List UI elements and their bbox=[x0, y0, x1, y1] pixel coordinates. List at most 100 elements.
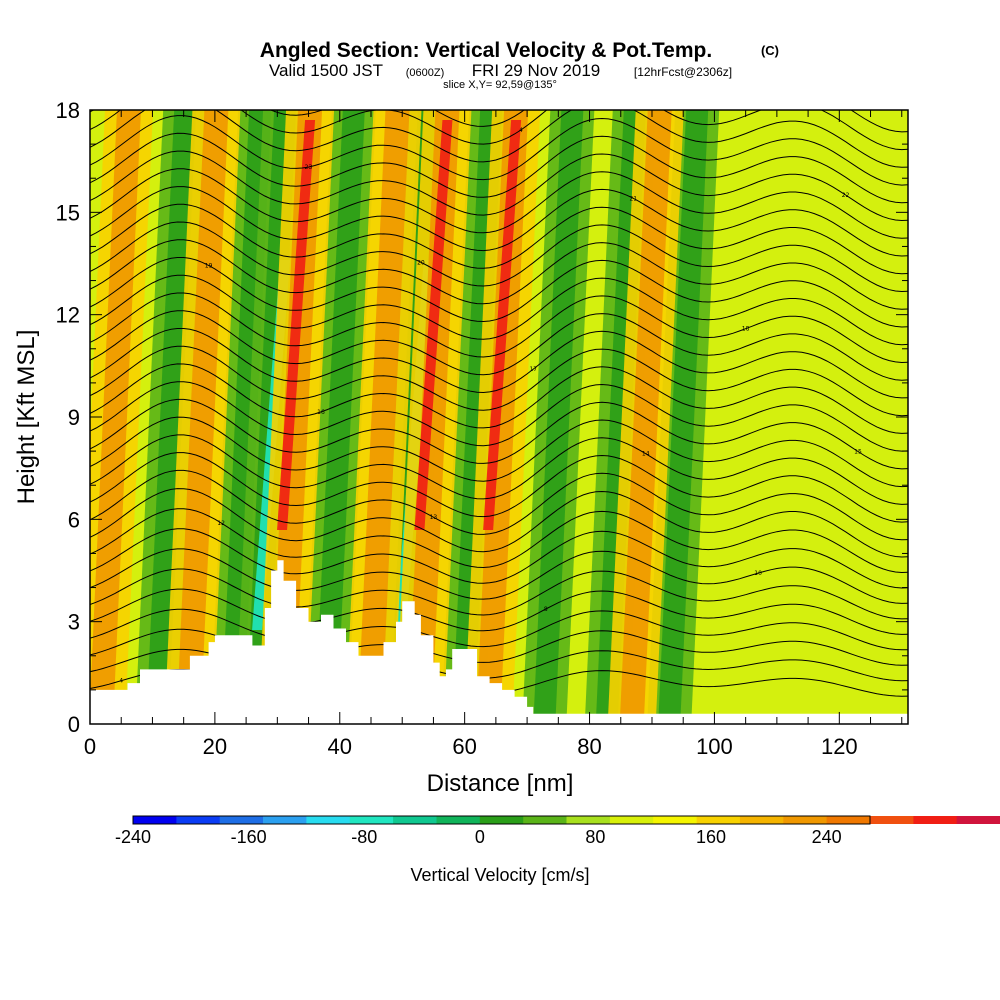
colorbar-swatch bbox=[696, 816, 741, 824]
updraft-core bbox=[414, 120, 453, 530]
theta-contour-label: 23 bbox=[305, 164, 313, 171]
theta-contour-label: 16 bbox=[317, 409, 325, 416]
x-axis: 0 20 40 60 80 100 120 bbox=[84, 110, 903, 759]
theta-contour-line bbox=[90, 203, 908, 275]
chart-subtitle: Valid 1500 JST (0600Z) FRI 29 Nov 2019 [… bbox=[269, 61, 732, 80]
theta-contour-line bbox=[90, 292, 908, 364]
y-tick-label: 12 bbox=[56, 303, 80, 328]
y-tick-label: 18 bbox=[56, 98, 80, 123]
theta-contour-line bbox=[90, 110, 908, 168]
theta-contour-line bbox=[90, 528, 908, 589]
downdraft-band bbox=[146, 110, 197, 724]
colorbar-swatch bbox=[306, 816, 351, 824]
y-axis-title: Height [Kft MSL] bbox=[13, 330, 40, 505]
colorbar-swatch bbox=[523, 816, 567, 824]
theta-contour-line bbox=[90, 168, 908, 239]
updraft-core bbox=[483, 120, 522, 530]
theta-contour-line bbox=[90, 452, 908, 523]
velocity-bands bbox=[90, 110, 720, 724]
colorbar-swatch bbox=[393, 816, 437, 824]
updraft-core bbox=[277, 120, 316, 530]
theta-contour-line bbox=[90, 115, 908, 186]
colorbar-tick-label: 80 bbox=[585, 827, 605, 847]
theta-contour-line bbox=[90, 345, 908, 417]
theta-contour-line bbox=[90, 398, 908, 470]
subtitle-date: FRI 29 Nov 2019 bbox=[472, 61, 601, 80]
colorbar-swatch bbox=[349, 816, 394, 824]
theta-contour-line bbox=[90, 150, 908, 222]
theta-contour-label: 18 bbox=[742, 326, 750, 333]
theta-contour-line bbox=[90, 274, 908, 346]
chart-title: Angled Section: Vertical Velocity & Pot.… bbox=[260, 39, 712, 62]
theta-contour-line bbox=[90, 416, 908, 488]
chart-title-units: (C) bbox=[761, 43, 779, 58]
theta-contour-line bbox=[90, 328, 908, 399]
theta-contour-label: 10 bbox=[754, 570, 762, 577]
theta-contour-label: 4 bbox=[119, 678, 123, 685]
updraft-band bbox=[476, 110, 529, 724]
theta-contour-line bbox=[90, 257, 908, 328]
colorbar: -240 -160 -80 0 80 160 240 bbox=[115, 815, 1000, 847]
subtitle-utc-time: (0600Z) bbox=[406, 67, 445, 79]
updraft-band bbox=[619, 110, 672, 724]
theta-contour-label: 14 bbox=[642, 451, 650, 458]
x-axis-title: Distance [nm] bbox=[427, 770, 574, 797]
colorbar-swatch bbox=[436, 816, 481, 824]
theta-contour-line bbox=[90, 363, 908, 434]
colorbar-tick-label: 240 bbox=[812, 827, 842, 847]
subtitle-valid-time: Valid 1500 JST bbox=[269, 61, 383, 80]
colorbar-swatch bbox=[870, 816, 914, 824]
theta-contour-line bbox=[90, 488, 908, 558]
y-tick-label: 15 bbox=[56, 200, 80, 225]
colorbar-swatch bbox=[263, 816, 307, 824]
theta-contour-line bbox=[90, 434, 908, 505]
theta-contour-label: 19 bbox=[205, 262, 213, 269]
colorbar-swatch bbox=[176, 816, 221, 824]
colorbar-tick-label: -240 bbox=[115, 827, 151, 847]
downdraft-band bbox=[314, 110, 365, 724]
colorbar-swatch bbox=[133, 816, 177, 824]
theta-contour-label: 4 bbox=[519, 127, 523, 134]
theta-contour-line bbox=[90, 508, 908, 574]
colorbar-tick-label: 0 bbox=[475, 827, 485, 847]
theta-contour-line bbox=[90, 469, 908, 541]
theta-contour-label: 15 bbox=[854, 449, 862, 456]
theta-contour-line bbox=[90, 239, 908, 310]
x-tick-label: 0 bbox=[84, 734, 96, 759]
theta-contour-line bbox=[90, 110, 908, 151]
x-tick-label: 20 bbox=[203, 734, 227, 759]
plot-area: 468101213141516171819202122234 bbox=[90, 110, 908, 724]
y-tick-label: 9 bbox=[68, 405, 80, 430]
updraft-band bbox=[407, 110, 460, 724]
theta-contour-label: 21 bbox=[629, 195, 637, 202]
theta-contour-line bbox=[90, 132, 908, 204]
theta-contour-label: 20 bbox=[417, 259, 425, 266]
theta-contour-line bbox=[90, 608, 908, 651]
theta-contour-line bbox=[90, 568, 908, 620]
theta-contour-line bbox=[90, 548, 908, 604]
colorbar-title: Vertical Velocity [cm/s] bbox=[410, 865, 589, 885]
theta-contour-line bbox=[90, 186, 908, 257]
y-axis: 0 3 6 9 12 15 18 bbox=[56, 98, 908, 737]
theta-contour-label: 8 bbox=[544, 606, 548, 613]
y-tick-label: 6 bbox=[68, 507, 80, 532]
colorbar-swatch bbox=[956, 816, 1000, 824]
theta-contour-label: 12 bbox=[217, 520, 225, 527]
theta-contour-line bbox=[90, 381, 908, 452]
colorbar-swatch bbox=[913, 816, 958, 824]
colorbar-tick-label: -160 bbox=[231, 827, 267, 847]
theta-contour-line bbox=[90, 221, 908, 293]
colorbar-swatch bbox=[609, 816, 654, 824]
updraft-band bbox=[357, 110, 410, 724]
y-tick-label: 3 bbox=[68, 610, 80, 635]
colorbar-tick-label: 160 bbox=[696, 827, 726, 847]
colorbar-swatch bbox=[783, 816, 827, 824]
terrain-mask bbox=[90, 560, 908, 724]
theta-contour-label: 22 bbox=[842, 192, 850, 199]
theta-contour-line bbox=[90, 310, 908, 381]
x-tick-label: 100 bbox=[696, 734, 733, 759]
x-tick-label: 40 bbox=[328, 734, 352, 759]
theta-contour-label: 13 bbox=[430, 514, 438, 521]
